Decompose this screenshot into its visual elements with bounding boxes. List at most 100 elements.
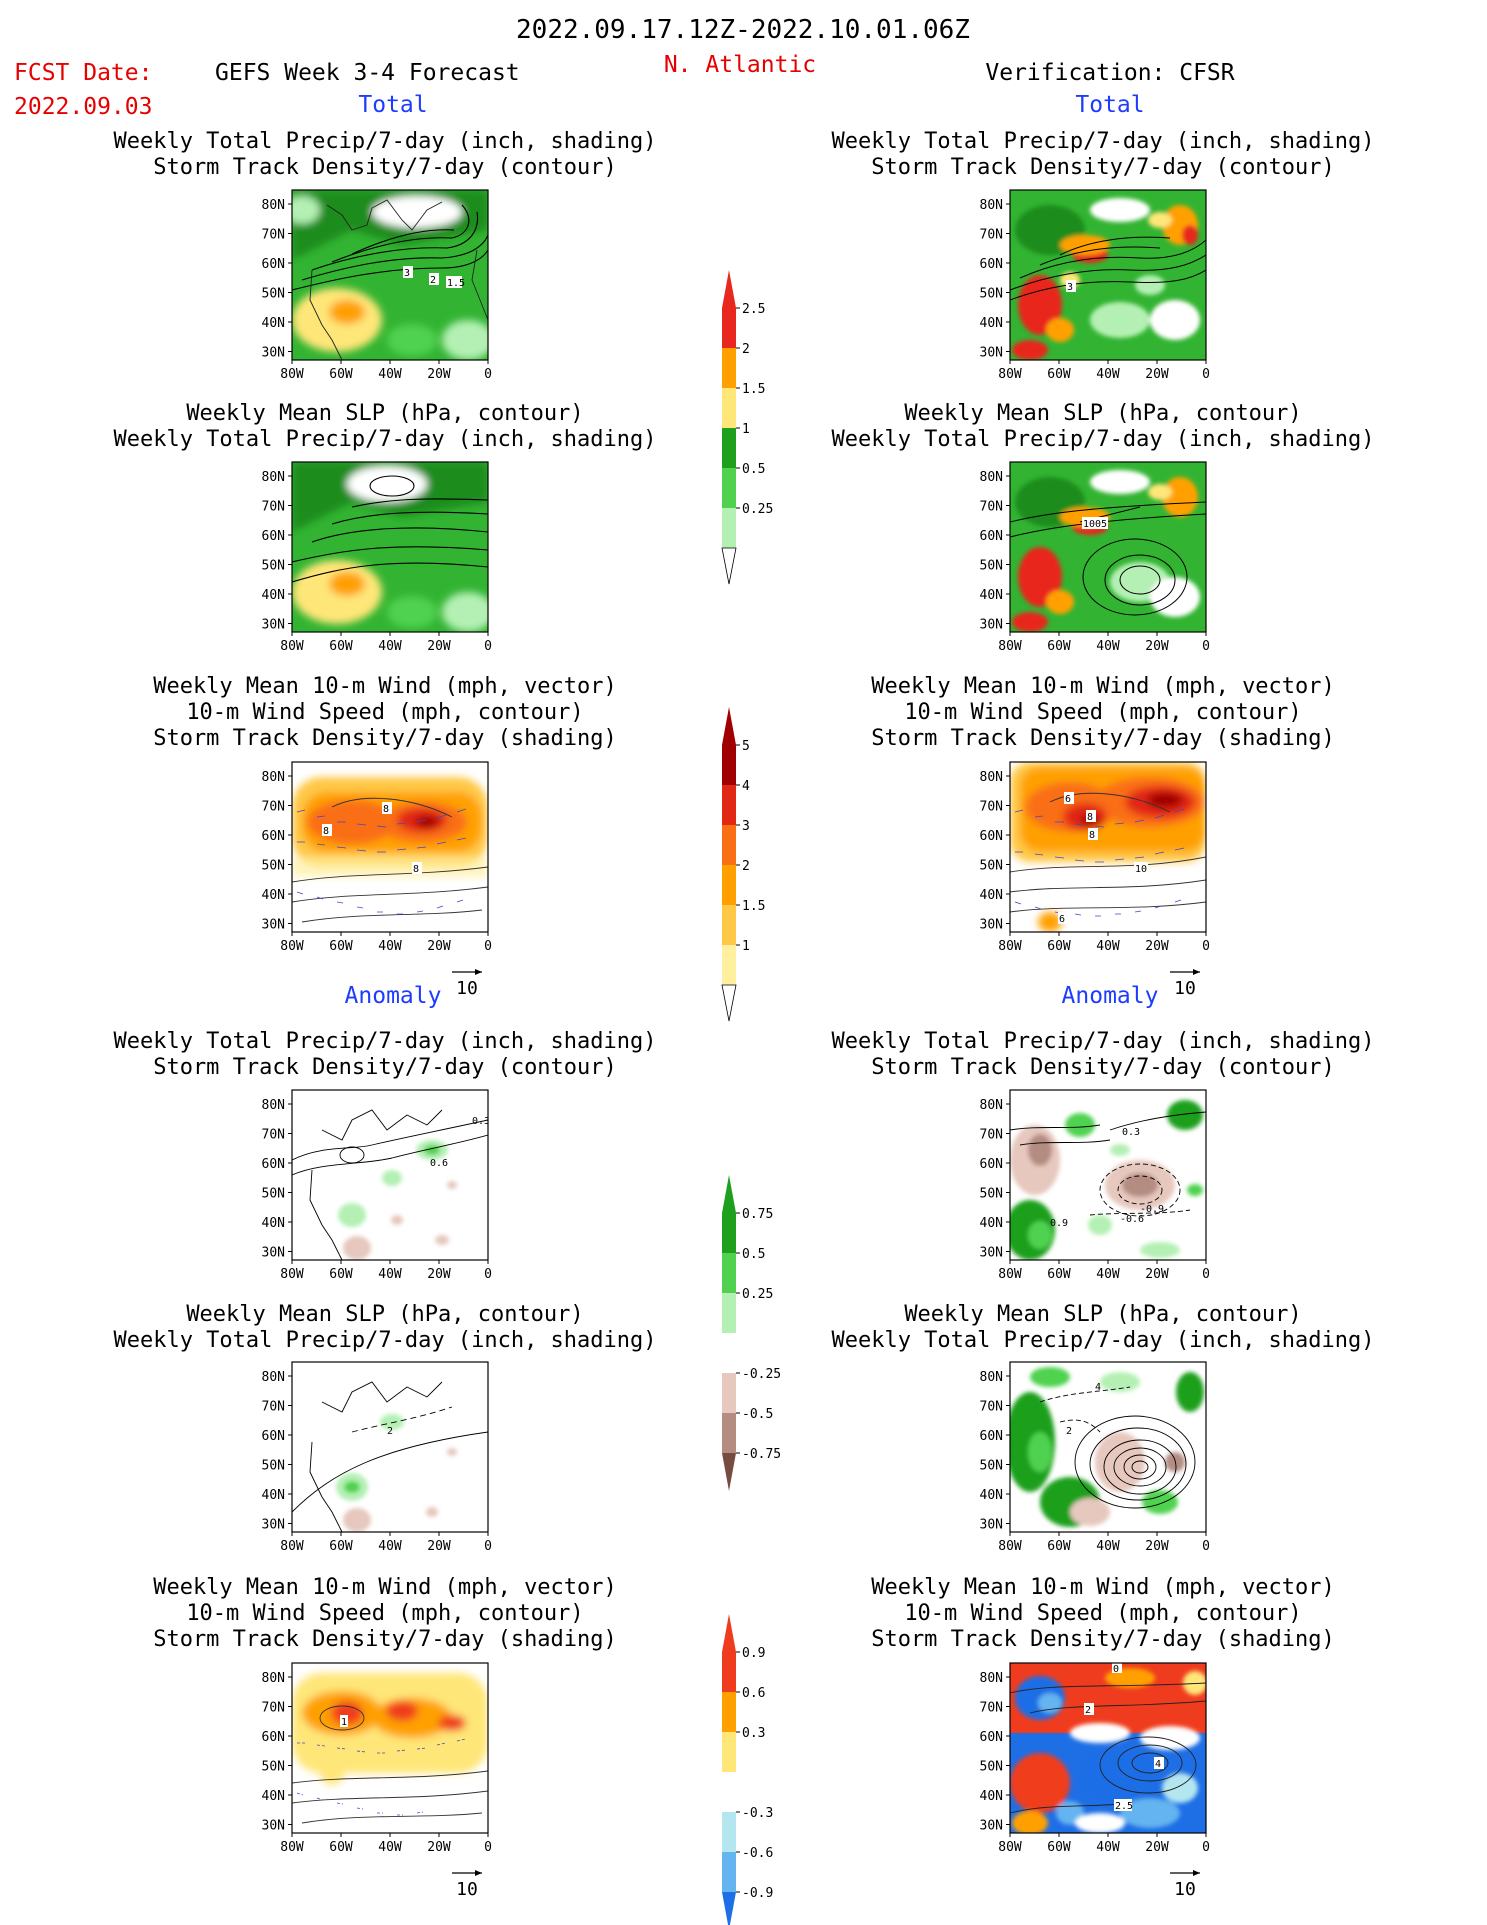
lon-tick-label: 0 bbox=[484, 939, 492, 954]
contour-label: 6 bbox=[1065, 794, 1071, 805]
colorbar-label: 4 bbox=[742, 779, 750, 794]
lon-tick-label: 20W bbox=[1145, 639, 1169, 654]
verification-label: Verification: CFSR bbox=[985, 60, 1234, 86]
vector-reference-l6: 10 bbox=[452, 1870, 482, 1900]
lat-tick-label: 70N bbox=[262, 800, 285, 815]
title-l3-a: Weekly Mean 10-m Wind (mph, vector) bbox=[153, 674, 617, 699]
lat-tick-label: 30N bbox=[262, 1819, 285, 1834]
colorbar-segment bbox=[722, 1852, 736, 1892]
contour-label: 8 bbox=[323, 826, 329, 837]
title-r3-c: Storm Track Density/7-day (shading) bbox=[871, 726, 1335, 751]
lat-tick-label: 40N bbox=[262, 316, 285, 331]
colorbar-end-top bbox=[722, 1614, 736, 1652]
colorbar-segment bbox=[722, 308, 736, 348]
contour-label: 0.6 bbox=[430, 1158, 448, 1169]
title-r4-b: Storm Track Density/7-day (contour) bbox=[871, 1055, 1335, 1080]
lon-tick-label: 0 bbox=[484, 1840, 492, 1855]
lat-tick-label: 40N bbox=[980, 1789, 1003, 1804]
title-r3-b: 10-m Wind Speed (mph, contour) bbox=[904, 700, 1301, 725]
lon-tick-label: 60W bbox=[1047, 1539, 1071, 1554]
lon-tick-label: 20W bbox=[427, 1539, 451, 1554]
lat-tick-label: 80N bbox=[262, 470, 285, 485]
contour-label: 0.3 bbox=[1122, 1127, 1140, 1138]
colorbar-label: -0.9 bbox=[742, 1886, 773, 1901]
lon-tick-label: 20W bbox=[427, 1840, 451, 1855]
lat-tick-label: 40N bbox=[980, 588, 1003, 603]
lat-tick-label: 80N bbox=[262, 770, 285, 785]
title-l4-a: Weekly Total Precip/7-day (inch, shading… bbox=[113, 1029, 656, 1054]
vector-reference-label: 10 bbox=[456, 1879, 478, 1900]
colorbar-segment bbox=[722, 1253, 736, 1293]
lat-tick-label: 50N bbox=[980, 287, 1003, 302]
lat-tick-label: 50N bbox=[262, 1760, 285, 1775]
colorbar-segment bbox=[722, 1812, 736, 1852]
contour-label: 8 bbox=[383, 804, 389, 815]
lon-tick-label: 0 bbox=[484, 639, 492, 654]
colorbar-label: 3 bbox=[742, 819, 750, 834]
lat-tick-label: 60N bbox=[980, 529, 1003, 544]
lon-tick-label: 0 bbox=[1202, 1539, 1210, 1554]
lat-tick-label: 60N bbox=[262, 257, 285, 272]
lat-tick-label: 60N bbox=[262, 1429, 285, 1444]
lat-tick-label: 70N bbox=[980, 800, 1003, 815]
contour-label: 3 bbox=[1067, 282, 1073, 293]
contour-label: 8 bbox=[1089, 830, 1095, 841]
lon-tick-label: 40W bbox=[378, 639, 402, 654]
colorbar-label: -0.5 bbox=[742, 1407, 773, 1422]
title-l3-c: Storm Track Density/7-day (shading) bbox=[153, 726, 617, 751]
title-l1-b: Storm Track Density/7-day (contour) bbox=[153, 155, 617, 180]
lat-tick-label: 30N bbox=[980, 1819, 1003, 1834]
colorbar-label: 1 bbox=[742, 939, 750, 954]
lon-tick-label: 60W bbox=[1047, 367, 1071, 382]
lat-tick-label: 40N bbox=[980, 1488, 1003, 1503]
lat-tick-label: 70N bbox=[262, 228, 285, 243]
title-l6-b: 10-m Wind Speed (mph, contour) bbox=[186, 1601, 583, 1626]
lon-tick-label: 20W bbox=[1145, 367, 1169, 382]
lat-tick-label: 60N bbox=[980, 1429, 1003, 1444]
map-forecast-slp-anomaly: 2 bbox=[291, 1361, 489, 1533]
lat-tick-label: 30N bbox=[980, 346, 1003, 361]
map-verification-slp-precip: 1005 bbox=[1009, 461, 1207, 633]
lat-tick-label: 40N bbox=[262, 888, 285, 903]
lon-tick-label: 40W bbox=[1096, 939, 1120, 954]
lat-tick-label: 50N bbox=[980, 1459, 1003, 1474]
lat-tick-label: 60N bbox=[262, 529, 285, 544]
lon-tick-label: 0 bbox=[1202, 639, 1210, 654]
contour-label: 1 bbox=[341, 1717, 347, 1728]
contour-label: 4 bbox=[1095, 1382, 1101, 1393]
lon-tick-label: 80W bbox=[998, 1267, 1022, 1282]
colorbar-segment bbox=[722, 905, 736, 945]
contour-label: 2 bbox=[1085, 1705, 1091, 1716]
map-forecast-wind-anomaly: 1 bbox=[291, 1662, 489, 1834]
colorbar-precip-anom: 0.75 0.5 0.25 -0.25 -0.5 -0.75 bbox=[722, 1175, 781, 1491]
lat-tick-label: 50N bbox=[980, 1187, 1003, 1202]
colorbar-label: 5 bbox=[742, 739, 750, 754]
colorbar-label: -0.6 bbox=[742, 1846, 773, 1861]
lat-tick-label: 60N bbox=[262, 829, 285, 844]
colorbar-end-top bbox=[722, 1175, 736, 1213]
fcst-date-value: 2022.09.03 bbox=[14, 94, 152, 120]
vector-reference-r3: 10 bbox=[1170, 969, 1200, 999]
lat-tick-label: 50N bbox=[262, 559, 285, 574]
colorbar-segment bbox=[722, 825, 736, 865]
lon-tick-label: 60W bbox=[1047, 1840, 1071, 1855]
lat-tick-label: 80N bbox=[980, 470, 1003, 485]
vector-reference-l3: 10 bbox=[452, 969, 482, 999]
lon-tick-label: 80W bbox=[998, 367, 1022, 382]
contour-label: 8 bbox=[1087, 812, 1093, 823]
lat-tick-label: 60N bbox=[262, 1730, 285, 1745]
vector-reference-r6: 10 bbox=[1170, 1870, 1200, 1900]
title-l3-b: 10-m Wind Speed (mph, contour) bbox=[186, 700, 583, 725]
lon-tick-label: 60W bbox=[1047, 939, 1071, 954]
lon-tick-label: 20W bbox=[427, 939, 451, 954]
colorbar-end-bottom bbox=[721, 984, 737, 1022]
lat-tick-label: 30N bbox=[262, 1246, 285, 1261]
colorbar-label: 1.5 bbox=[742, 382, 765, 397]
lon-tick-label: 0 bbox=[484, 1267, 492, 1282]
lon-tick-label: 80W bbox=[998, 639, 1022, 654]
lon-tick-label: 80W bbox=[280, 1267, 304, 1282]
colorbar-label: -0.25 bbox=[742, 1367, 781, 1382]
colorbar-end-top bbox=[722, 270, 736, 308]
lon-tick-label: 40W bbox=[378, 1539, 402, 1554]
lon-tick-label: 40W bbox=[1096, 1267, 1120, 1282]
